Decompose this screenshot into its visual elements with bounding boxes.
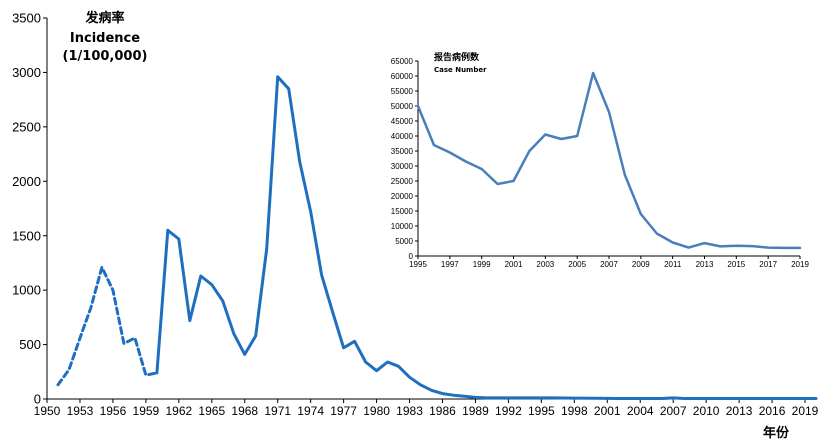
inset-title-en: Case Number: [434, 66, 487, 74]
inset-case-number-chart: 0 5000 10000 15000 20000 25000 30000 35000 40000…: [391, 51, 810, 269]
inset-x-tick-label: 2015: [727, 260, 745, 269]
main-series-solid-1: [155, 75, 818, 400]
inset-y-tick-labels: 0 5000 10000 15000 20000 25000 30000 35000 40000…: [391, 57, 418, 261]
main-y-axis-label-en: Incidence: [70, 31, 140, 46]
inset-series-line: [416, 71, 802, 250]
inset-y-tick-label: 60000: [391, 72, 414, 81]
main-y-tick-label: 2500: [12, 119, 41, 134]
main-x-tick-label: 1959: [133, 404, 160, 418]
main-x-tick-label: 2010: [693, 404, 720, 418]
main-x-axis-label: 年份: [763, 425, 790, 441]
main-x-tick-label: 1968: [231, 404, 258, 418]
main-x-tick-label: 1950: [34, 404, 61, 418]
inset-x-tick-label: 2009: [632, 260, 650, 269]
inset-y-tick-label: 35000: [391, 147, 414, 156]
inset-x-tick-label: 1999: [473, 260, 491, 269]
main-y-tick-label: 0: [34, 392, 41, 407]
main-y-axis-label-cn: 发病率: [84, 10, 124, 26]
main-x-tick-label: 1980: [363, 404, 390, 418]
inset-x-tick-label: 1995: [409, 260, 427, 269]
main-x-tick-labels: 1950 1953 1956 1959 1962 1965 1968 1971 1974 1977…: [34, 399, 819, 418]
main-y-tick-label: 1000: [12, 283, 41, 298]
inset-axes: [417, 61, 800, 257]
inset-y-tick-label: 55000: [391, 87, 414, 96]
main-x-tick-label: 2013: [726, 404, 753, 418]
inset-x-tick-label: 2005: [568, 260, 586, 269]
main-x-tick-label: 1977: [330, 404, 357, 418]
main-x-tick-label: 1986: [429, 404, 456, 418]
inset-x-tick-label: 2003: [536, 260, 554, 269]
inset-x-tick-label: 2017: [759, 260, 777, 269]
inset-y-tick-label: 65000: [391, 57, 414, 66]
main-x-tick-label: 2016: [759, 404, 786, 418]
inset-y-tick-label: 15000: [391, 207, 414, 216]
main-x-tick-label: 1983: [396, 404, 423, 418]
inset-x-tick-label: 2013: [696, 260, 714, 269]
main-series-dashed-0: [56, 265, 159, 387]
main-y-tick-label: 1500: [12, 228, 41, 243]
main-x-tick-label: 1989: [462, 404, 489, 418]
inset-y-tick-label: 40000: [391, 132, 414, 141]
inset-x-tick-label: 2007: [600, 260, 618, 269]
main-y-tick-label: 500: [19, 337, 41, 352]
main-series-lines: [56, 75, 818, 400]
inset-x-tick-label: 2011: [664, 260, 682, 269]
inset-x-tick-label: 2019: [791, 260, 809, 269]
main-y-tick-label: 3500: [12, 11, 41, 26]
main-x-tick-label: 1965: [198, 404, 225, 418]
main-x-tick-label: 2001: [594, 404, 621, 418]
inset-y-tick-label: 30000: [391, 162, 414, 171]
main-x-tick-label: 1953: [67, 404, 94, 418]
inset-y-tick-label: 10000: [391, 222, 414, 231]
main-y-tick-labels: 0 500 1000 1500 2000 2500 3000 3500: [12, 11, 47, 407]
inset-y-tick-label: 5000: [395, 237, 413, 246]
main-x-tick-label: 1995: [528, 404, 555, 418]
main-x-tick-label: 1956: [100, 404, 127, 418]
inset-y-tick-label: 25000: [391, 177, 414, 186]
main-y-tick-label: 3000: [12, 65, 41, 80]
main-axes: [46, 18, 816, 400]
inset-y-tick-label: 45000: [391, 117, 414, 126]
main-x-tick-label: 1998: [561, 404, 588, 418]
inset-series-line-0: [416, 71, 802, 250]
inset-y-tick-label: 0: [409, 252, 414, 261]
main-x-tick-label: 2019: [792, 404, 819, 418]
main-y-tick-label: 2000: [12, 174, 41, 189]
main-x-tick-label: 1992: [495, 404, 522, 418]
inset-x-tick-labels: 1995 1997 1999 2001 2003 2005 2007 2009 2011 2013…: [409, 256, 809, 269]
inset-x-tick-label: 2001: [505, 260, 523, 269]
inset-x-tick-label: 1997: [441, 260, 459, 269]
main-x-tick-label: 1974: [297, 404, 324, 418]
main-y-axis-label-unit: (1/100,000): [63, 49, 148, 64]
inset-title-cn: 报告病例数: [434, 51, 480, 63]
main-x-tick-label: 2007: [660, 404, 687, 418]
inset-y-tick-label: 20000: [391, 192, 414, 201]
main-x-tick-label: 1971: [264, 404, 291, 418]
main-x-tick-label: 1962: [165, 404, 192, 418]
inset-y-tick-label: 50000: [391, 102, 414, 111]
main-x-tick-label: 2004: [627, 404, 654, 418]
